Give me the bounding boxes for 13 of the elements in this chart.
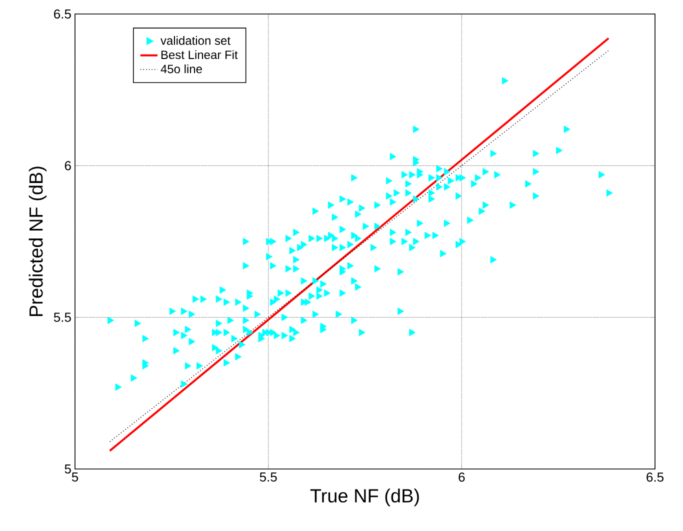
x-tick-label: 5 [72, 472, 78, 482]
x-tick-label: 6 [458, 472, 465, 482]
legend-label: Best Linear Fit [161, 50, 238, 60]
y-tick-label: 6 [64, 161, 71, 170]
x-tick-label: 5.5 [260, 472, 277, 482]
legend-label: validation set [160, 36, 230, 45]
legend-label: 45o line [160, 64, 202, 74]
y-axis-title: Predicted NF (dB) [28, 166, 47, 316]
x-axis-title: True NF (dB) [310, 488, 419, 506]
y-tick-label: 5.5 [54, 312, 71, 322]
y-tick-label: 6.5 [54, 9, 71, 19]
y-tick-label: 5 [64, 464, 71, 474]
x-tick-label: 6.5 [646, 472, 664, 482]
